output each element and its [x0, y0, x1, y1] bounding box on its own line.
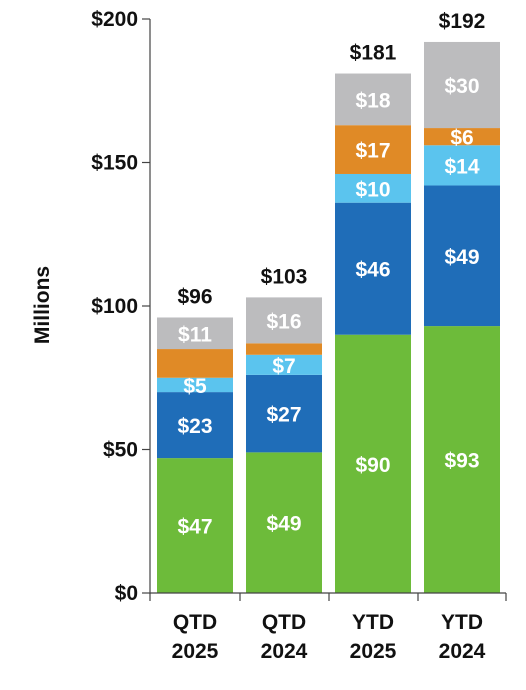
y-axis: $0 $50 $100 $150 $200 — [91, 8, 151, 605]
bar-segment — [424, 185, 500, 327]
y-tick-label: $200 — [91, 8, 138, 31]
x-category-label: QTD — [173, 611, 217, 634]
bar-segment — [157, 458, 233, 593]
bar-segment — [424, 41, 500, 129]
bar-segment — [157, 392, 233, 459]
x-category-label: YTD — [352, 611, 394, 634]
bar-segment — [157, 377, 233, 393]
x-category-label: 2024 — [439, 640, 486, 663]
segment-value-label: $10 — [355, 178, 390, 201]
segment-value-label: $30 — [444, 75, 479, 98]
segment-value-label: $49 — [266, 513, 301, 536]
bar-total-label: $96 — [177, 285, 212, 308]
bar-segment — [424, 326, 500, 593]
y-tick-label: $150 — [91, 152, 138, 175]
segment-value-label: $46 — [355, 259, 390, 282]
segment-value-label: $14 — [444, 155, 479, 178]
bar-total-label: $192 — [439, 10, 486, 33]
bar-segment — [424, 128, 500, 146]
bar-segment — [335, 334, 411, 593]
segment-value-label: $7 — [272, 355, 295, 378]
x-category-label: QTD — [262, 611, 306, 634]
segment-value-label: $17 — [355, 140, 390, 163]
y-tick-label: $100 — [91, 295, 138, 318]
segment-value-label: $47 — [177, 516, 212, 539]
x-category-label: 2025 — [172, 640, 219, 663]
x-axis: QTD 2025 QTD 2024 YTD 2025 YTD 2024 — [149, 592, 507, 663]
bar-segment — [246, 343, 322, 355]
bar-segment — [335, 173, 411, 203]
segment-value-label: $90 — [355, 454, 390, 477]
bar-total-label: $181 — [350, 42, 397, 65]
segment-value-label: $18 — [355, 89, 390, 112]
bar-segment — [246, 354, 322, 375]
bar-segment — [157, 317, 233, 350]
segment-value-label: $27 — [266, 404, 301, 427]
bar-segment — [335, 73, 411, 126]
y-tick-label: $50 — [103, 439, 138, 462]
x-category-label: YTD — [441, 611, 483, 634]
bar-segment — [157, 349, 233, 378]
bar-segment — [246, 452, 322, 593]
y-tick-label: $0 — [115, 582, 138, 605]
segment-value-label: $16 — [266, 310, 301, 333]
bars: $47 $23 $5 $11 $96 $49 $27 $7 $16 $103 $90 $46 $10 $1… — [157, 10, 500, 593]
x-category-label: 2024 — [261, 640, 308, 663]
bar-segment — [335, 202, 411, 335]
segment-value-label: $5 — [183, 375, 207, 398]
segment-value-label: $11 — [178, 323, 212, 346]
bar-segment — [246, 374, 322, 453]
bar-segment — [246, 297, 322, 344]
segment-value-label: $93 — [444, 450, 479, 473]
bar-segment — [424, 145, 500, 186]
bar-total-label: $103 — [261, 265, 308, 288]
segment-value-label: $6 — [450, 127, 473, 150]
bar-segment — [335, 125, 411, 174]
segment-value-label: $23 — [177, 415, 212, 438]
x-category-label: 2025 — [350, 640, 397, 663]
segment-value-label: $49 — [444, 246, 479, 269]
y-axis-label: Millions — [31, 266, 54, 344]
